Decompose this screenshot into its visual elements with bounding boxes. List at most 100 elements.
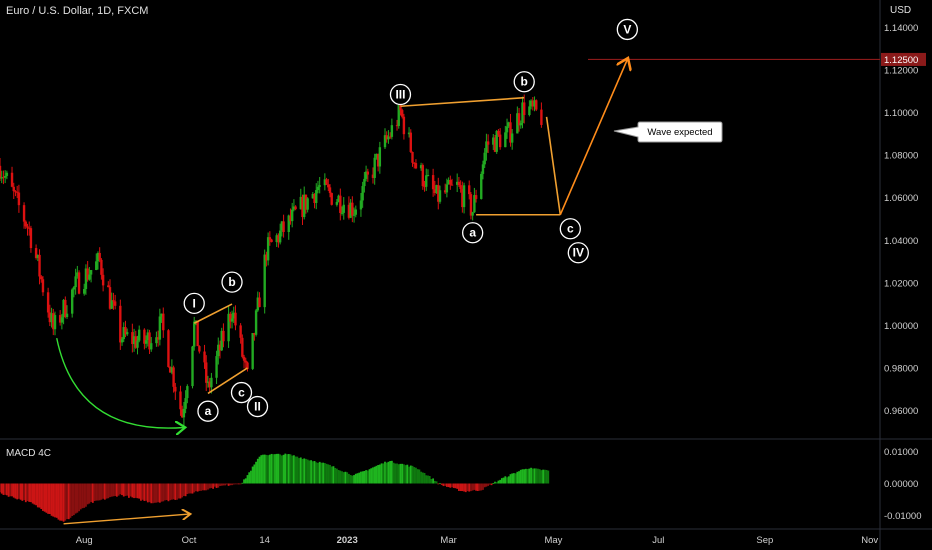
candle-body xyxy=(447,180,450,185)
candle-body xyxy=(481,164,485,174)
macd-bar xyxy=(164,483,166,501)
candle-body xyxy=(158,316,162,340)
candle-body xyxy=(359,200,363,210)
candle-body xyxy=(492,137,495,145)
macd-bar xyxy=(526,469,529,484)
macd-divergence-arrow xyxy=(63,514,189,525)
candle-body xyxy=(210,377,213,388)
macd-bar xyxy=(215,483,218,488)
candle-body xyxy=(148,332,151,350)
candle-body xyxy=(277,235,280,243)
candle-body xyxy=(335,201,339,205)
price-axis[interactable]: 1.14000 1.12000 1.10000 1.08000 1.06000 1.040… xyxy=(884,23,918,417)
candle-body xyxy=(64,299,67,318)
macd-bar xyxy=(375,465,378,484)
candle-body xyxy=(437,185,440,202)
time-axis[interactable]: Aug Oct 14 2023 Mar May Jul Sep Nov xyxy=(76,535,879,546)
price-tick-label: 0.96000 xyxy=(884,406,918,417)
macd-bar xyxy=(502,477,505,484)
macd-bar xyxy=(389,461,392,484)
macd-bar xyxy=(516,471,519,484)
candle-body xyxy=(70,289,74,314)
macd-bar xyxy=(401,463,404,484)
macd-bar xyxy=(109,483,111,498)
macd-bar xyxy=(200,483,202,491)
macd-bar xyxy=(11,483,13,497)
macd-bar xyxy=(542,469,545,484)
candle-body xyxy=(227,313,230,342)
macd-bar xyxy=(45,483,48,513)
candle-body xyxy=(275,235,278,243)
macd-bar xyxy=(310,460,312,484)
macd-tick-label: -0.01000 xyxy=(884,511,922,522)
macd-bar xyxy=(162,483,165,502)
macd-bar xyxy=(488,483,491,485)
candle-body xyxy=(86,268,89,280)
macd-bar xyxy=(250,470,252,484)
macd-bar xyxy=(71,483,74,517)
candle-body xyxy=(507,122,510,127)
macd-bar xyxy=(207,483,209,490)
macd-bar xyxy=(411,465,414,484)
wave-label-c: c xyxy=(559,218,581,240)
macd-bar xyxy=(60,483,63,521)
candle-body xyxy=(471,212,474,216)
candle-body xyxy=(337,195,340,202)
wave-label-i: I xyxy=(183,292,205,315)
macd-bar xyxy=(507,476,510,484)
candle-body xyxy=(160,313,163,317)
macd-bar xyxy=(425,475,428,484)
macd-bar xyxy=(128,483,130,498)
macd-bar xyxy=(480,483,483,491)
wave-label-circle xyxy=(462,222,484,244)
candle-body xyxy=(533,100,536,107)
macd-bar xyxy=(468,483,471,492)
macd-bar xyxy=(332,466,335,484)
wave-label-text: V xyxy=(623,22,631,36)
macd-bar xyxy=(12,483,15,498)
candle-body xyxy=(531,100,535,107)
wave-label-text: II xyxy=(254,400,261,414)
candle-body xyxy=(423,186,426,188)
candle-body xyxy=(438,190,442,202)
macd-bar xyxy=(91,483,94,503)
candle-body xyxy=(455,181,459,185)
candle-body xyxy=(510,133,514,143)
macd-bar xyxy=(478,483,481,491)
macd-bar xyxy=(382,463,385,484)
macd-bar xyxy=(95,483,98,501)
candle-body xyxy=(251,333,254,369)
candle-body xyxy=(112,300,115,302)
candle-body xyxy=(256,297,260,311)
macd-bar xyxy=(495,482,498,484)
wave-label-circle xyxy=(513,71,535,93)
macd-bar xyxy=(160,483,163,502)
macd-bar xyxy=(334,467,337,484)
macd-bar xyxy=(416,469,419,484)
callout-text: Wave expected xyxy=(647,127,712,138)
wave-label-text: b xyxy=(228,275,235,289)
macd-bar xyxy=(459,483,462,492)
macd-bar xyxy=(146,483,149,503)
candle-body xyxy=(519,122,522,126)
macd-bar xyxy=(404,465,407,484)
candle-body xyxy=(449,180,452,185)
macd-bar xyxy=(267,455,270,484)
candle-body xyxy=(414,163,418,169)
macd-bar xyxy=(518,471,520,484)
candle-body xyxy=(473,195,476,213)
macd-bar xyxy=(368,469,371,484)
candle-body xyxy=(266,237,270,261)
macd-bar xyxy=(504,476,507,484)
macd-bar xyxy=(52,483,55,517)
macd-bar xyxy=(531,468,534,484)
macd-bar xyxy=(397,464,400,484)
macd-bar xyxy=(476,483,479,492)
macd-bar xyxy=(538,469,541,484)
candle-body xyxy=(26,226,29,228)
candle-body xyxy=(375,153,378,158)
macd-bar xyxy=(499,479,502,484)
macd-bar xyxy=(433,480,436,484)
